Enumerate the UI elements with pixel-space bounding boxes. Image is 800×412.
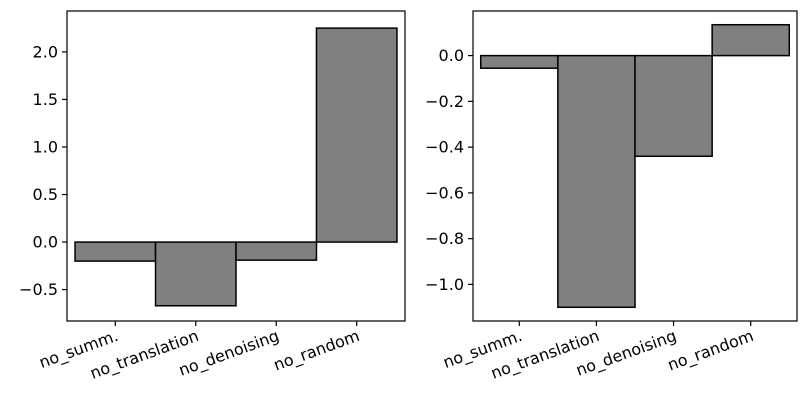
left-bar-chart: −0.50.00.51.01.52.0no_summ.no_translatio…: [19, 11, 405, 384]
y-tick-label: 0.0: [33, 233, 58, 252]
y-tick-label: 1.5: [33, 90, 58, 109]
y-tick-label: −0.2: [425, 92, 464, 111]
y-tick-label: 0.5: [33, 185, 58, 204]
y-tick-label: −0.5: [19, 280, 58, 299]
y-tick-label: −0.4: [425, 138, 464, 157]
y-tick-label: 0.0: [439, 46, 464, 65]
x-tick-label: no_random: [271, 326, 362, 376]
right-bar-chart: −1.0−0.8−0.6−0.4−0.20.0no_summ.no_transl…: [425, 11, 797, 384]
bar: [712, 25, 789, 56]
bar: [635, 56, 712, 157]
bar: [316, 28, 396, 242]
bar: [75, 242, 155, 261]
bar: [156, 242, 236, 306]
y-tick-label: 2.0: [33, 42, 58, 61]
bar: [481, 56, 558, 69]
bar: [558, 56, 635, 308]
bar: [236, 242, 316, 260]
y-tick-label: −1.0: [425, 275, 464, 294]
y-tick-label: −0.6: [425, 183, 464, 202]
y-tick-label: −0.8: [425, 229, 464, 248]
y-tick-label: 1.0: [33, 137, 58, 156]
x-tick-label: no_random: [665, 326, 756, 376]
